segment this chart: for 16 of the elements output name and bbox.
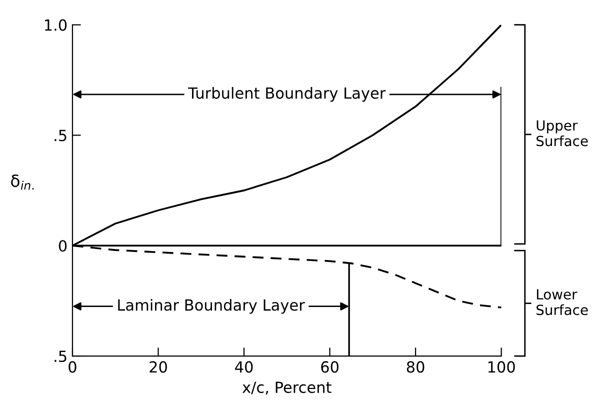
x-tick-label: 0	[68, 361, 76, 373]
annotation: Turbulent Boundary Layer	[188, 87, 386, 102]
x-tick-label: 40	[235, 361, 253, 373]
text: Lower Surface	[536, 289, 588, 316]
x-axis-title: x/c, Percent	[242, 382, 332, 395]
text: Upper Surface	[536, 120, 588, 146]
y-axis-title: δ$_{in.}$	[11, 174, 34, 190]
y-tick-label: .5	[54, 130, 66, 142]
y-tick-label: 1.0	[45, 19, 67, 31]
y-tick-label: 0	[58, 240, 67, 252]
x-tick-label: 60	[321, 361, 338, 373]
annotation: Laminar Boundary Layer	[118, 298, 305, 314]
x-tick-label: 80	[406, 361, 424, 373]
y-tick-label: .5	[54, 350, 66, 362]
x-tick-label: 100	[488, 361, 515, 373]
x-tick-label: 20	[150, 361, 167, 373]
